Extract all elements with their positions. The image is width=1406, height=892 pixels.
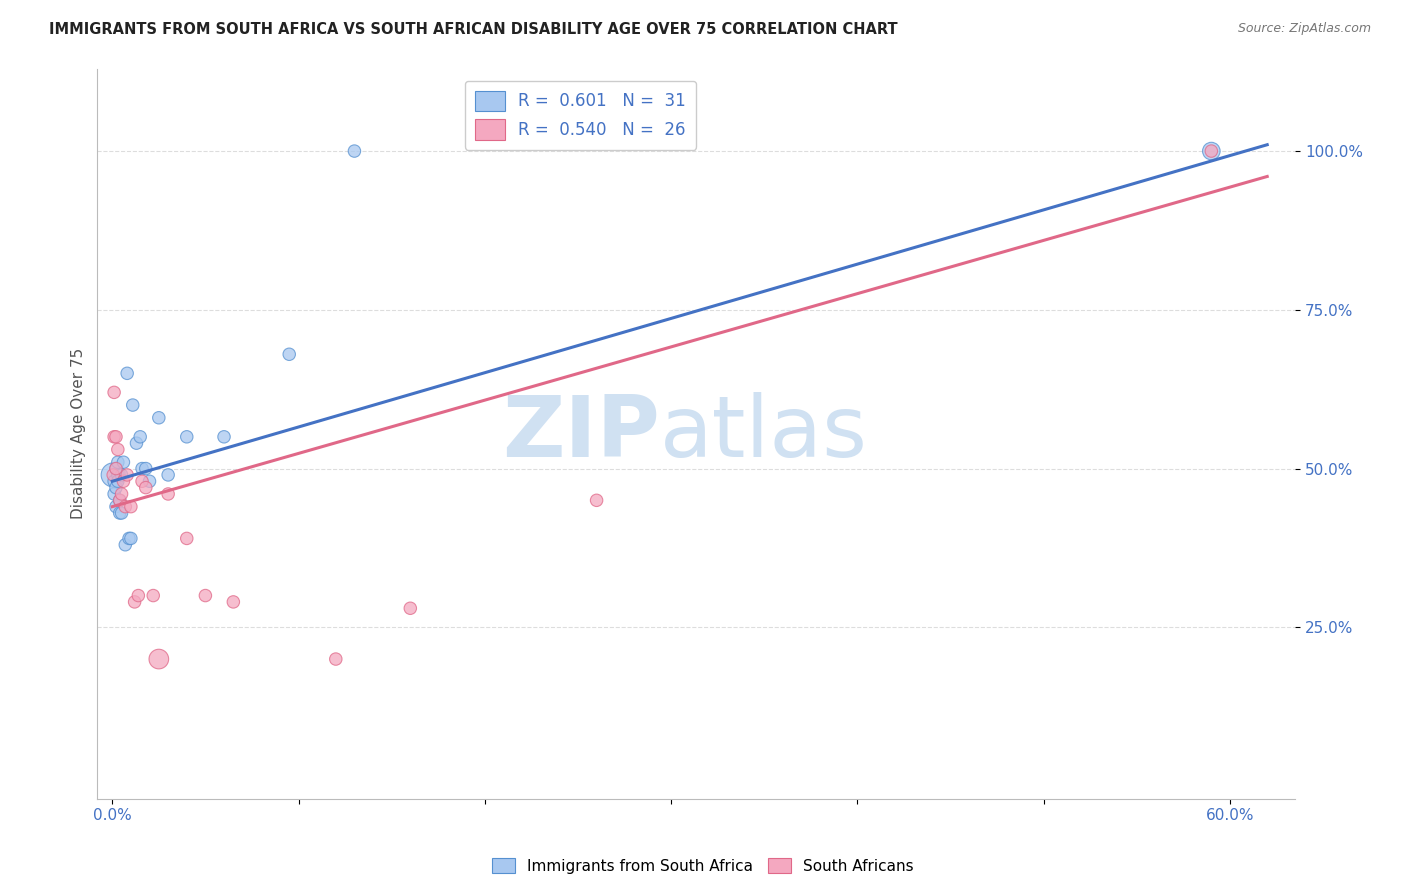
Point <box>1201 144 1223 158</box>
Point <box>142 589 165 603</box>
Point <box>112 455 135 469</box>
Point <box>135 461 157 475</box>
Point <box>176 430 198 444</box>
Legend: Immigrants from South Africa, South Africans: Immigrants from South Africa, South Afri… <box>486 852 920 880</box>
Point <box>104 461 127 475</box>
Point <box>103 487 125 501</box>
Point <box>107 442 129 457</box>
Point <box>107 475 129 489</box>
Point <box>212 430 235 444</box>
Point <box>112 475 135 489</box>
Point <box>1201 144 1223 158</box>
Point <box>343 144 366 158</box>
Point <box>157 487 180 501</box>
Point <box>104 500 127 514</box>
Text: atlas: atlas <box>661 392 869 475</box>
Point <box>103 430 125 444</box>
Point <box>104 430 127 444</box>
Text: IMMIGRANTS FROM SOUTH AFRICA VS SOUTH AFRICAN DISABILITY AGE OVER 75 CORRELATION: IMMIGRANTS FROM SOUTH AFRICA VS SOUTH AF… <box>49 22 898 37</box>
Point <box>103 475 125 489</box>
Y-axis label: Disability Age Over 75: Disability Age Over 75 <box>72 348 86 519</box>
Point <box>278 347 301 361</box>
Text: ZIP: ZIP <box>502 392 661 475</box>
Point <box>108 506 131 520</box>
Point <box>108 493 131 508</box>
Point <box>131 475 153 489</box>
Point <box>121 398 143 412</box>
Point <box>127 589 149 603</box>
Point <box>114 538 136 552</box>
Point <box>103 467 125 482</box>
Point <box>104 461 127 475</box>
Point <box>103 467 125 482</box>
Point <box>125 436 148 450</box>
Point <box>107 467 129 482</box>
Point <box>115 367 138 381</box>
Point <box>108 493 131 508</box>
Point <box>129 430 152 444</box>
Point <box>325 652 347 666</box>
Point <box>103 385 125 400</box>
Point <box>222 595 245 609</box>
Point <box>118 532 141 546</box>
Text: Source: ZipAtlas.com: Source: ZipAtlas.com <box>1237 22 1371 36</box>
Point <box>114 500 136 514</box>
Point <box>138 475 160 489</box>
Point <box>120 532 142 546</box>
Point <box>399 601 422 615</box>
Point <box>110 506 132 520</box>
Point <box>104 481 127 495</box>
Point <box>157 467 180 482</box>
Point <box>585 493 607 508</box>
Point <box>135 481 157 495</box>
Point <box>110 467 132 482</box>
Point <box>148 410 170 425</box>
Point <box>120 500 142 514</box>
Point <box>124 595 146 609</box>
Point <box>115 467 138 482</box>
Point <box>176 532 198 546</box>
Legend: R =  0.601   N =  31, R =  0.540   N =  26: R = 0.601 N = 31, R = 0.540 N = 26 <box>465 80 696 150</box>
Point <box>107 455 129 469</box>
Point <box>194 589 217 603</box>
Point <box>110 487 132 501</box>
Point <box>148 652 170 666</box>
Point <box>131 461 153 475</box>
